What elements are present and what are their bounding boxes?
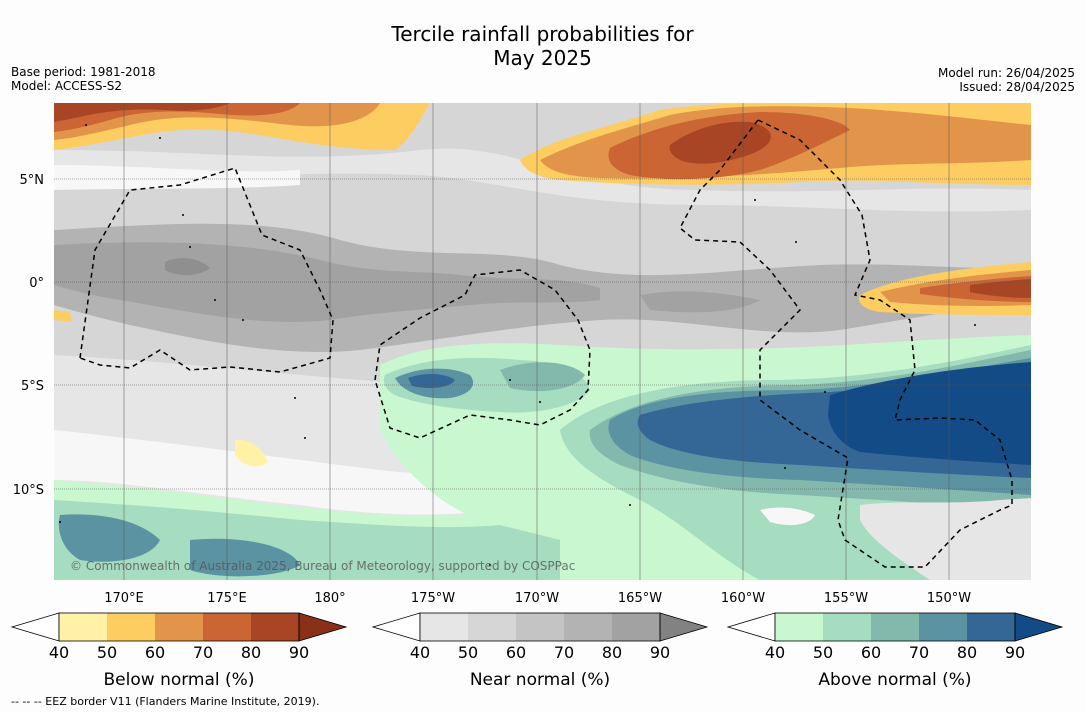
colorbar-above-normal: 40 50 60 70 80 90 Above normal (%) bbox=[726, 612, 1064, 690]
colorbar-title: Below normal (%) bbox=[104, 670, 255, 690]
colorbar-segment bbox=[967, 613, 1015, 641]
colorbar-tick: 50 bbox=[97, 643, 117, 662]
model-name: Model: ACCESS-S2 bbox=[11, 79, 123, 93]
lon-axis: 170°E 175°E 180° 175°W 170°W 165°W 160°W… bbox=[104, 591, 971, 606]
colorbar-frame bbox=[419, 612, 661, 642]
lon-label: 175°W bbox=[411, 591, 455, 606]
colorbar-segment bbox=[203, 613, 251, 641]
colorbar-tick: 50 bbox=[458, 643, 478, 662]
colorbar-frame bbox=[774, 612, 1016, 642]
colorbar-segment bbox=[871, 613, 919, 641]
above-normal-70-south bbox=[190, 538, 300, 577]
eez-borders bbox=[79, 119, 1013, 568]
colorbar-below-normal: 40 50 60 70 80 90 Below normal (%) bbox=[10, 612, 348, 690]
colorbar-tick: 80 bbox=[602, 643, 622, 662]
colorbar-segment bbox=[612, 613, 660, 641]
below-normal-80-ne bbox=[669, 121, 771, 164]
title-line-2: May 2025 bbox=[493, 46, 592, 70]
colorbar-max-arrow bbox=[1014, 612, 1064, 642]
colorbar-tick: 70 bbox=[909, 643, 929, 662]
colorbar-title: Above normal (%) bbox=[818, 670, 971, 690]
lon-label: 155°W bbox=[824, 591, 868, 606]
lon-gridlines bbox=[123, 103, 950, 580]
lat-label: 10°S bbox=[13, 483, 44, 498]
copyright-notice: © Commonwealth of Australia 2025, Bureau… bbox=[70, 559, 575, 573]
colorbar-tick: 60 bbox=[861, 643, 881, 662]
colorbar-segment bbox=[420, 613, 468, 641]
title-line-1: Tercile rainfall probabilities for bbox=[391, 22, 694, 46]
lon-label: 180° bbox=[314, 591, 345, 606]
colorbar-near-normal: 40 50 60 70 80 90 Near normal (%) bbox=[371, 612, 709, 690]
above-normal-90-east bbox=[828, 362, 1031, 465]
lat-axis: 5°N 0° 5°S 10°S bbox=[13, 173, 44, 498]
lon-label: 170°W bbox=[515, 591, 559, 606]
colorbar-segment bbox=[823, 613, 871, 641]
colorbar-tick: 70 bbox=[554, 643, 574, 662]
colorbar-min-arrow bbox=[371, 612, 421, 642]
colorbar-tick: 80 bbox=[241, 643, 261, 662]
colorbar-frame bbox=[58, 612, 300, 642]
lon-label: 165°W bbox=[618, 591, 662, 606]
lat-label: 5°S bbox=[21, 379, 44, 394]
above-normal-60-central bbox=[500, 362, 585, 392]
lon-label: 160°W bbox=[721, 591, 765, 606]
meta-left: Base period: 1981-2018 Model: ACCESS-S2 bbox=[11, 65, 156, 93]
colorbar-tick: 90 bbox=[1005, 643, 1025, 662]
colorbar-segment bbox=[155, 613, 203, 641]
colorbar-tick: 60 bbox=[506, 643, 526, 662]
above-normal-80-central bbox=[408, 374, 455, 388]
eez-legend-note: -- -- -- EEZ border V11 (Flanders Marine… bbox=[11, 695, 320, 708]
map-figure: © Commonwealth of Australia 2025, Bureau… bbox=[10, 103, 1064, 690]
above-normal-50-south bbox=[54, 500, 560, 580]
colorbar-segment bbox=[107, 613, 155, 641]
colorbar-segment bbox=[251, 613, 299, 641]
colorbar-segment bbox=[59, 613, 107, 641]
below-normal-80-east bbox=[970, 279, 1031, 298]
colorbar-tick: 90 bbox=[650, 643, 670, 662]
colorbar-tick: 40 bbox=[765, 643, 785, 662]
below-normal-50-west bbox=[54, 310, 72, 322]
colorbar-segment bbox=[468, 613, 516, 641]
below-normal-80-nw bbox=[54, 103, 230, 122]
meta-right: Model run: 26/04/2025 Issued: 28/04/2025 bbox=[938, 66, 1075, 94]
near-normal-40-band-north bbox=[54, 148, 1031, 212]
model-run: Model run: 26/04/2025 bbox=[937, 66, 1075, 80]
colorbar-tick: 40 bbox=[49, 643, 69, 662]
colorbar-title: Near normal (%) bbox=[470, 670, 610, 690]
colorbar-segment bbox=[564, 613, 612, 641]
colorbar-segment bbox=[775, 613, 823, 641]
colorbar-tick: 90 bbox=[289, 643, 309, 662]
colorbar-max-arrow bbox=[659, 612, 709, 642]
colorbar-tick: 40 bbox=[410, 643, 430, 662]
colorbar-min-arrow bbox=[10, 612, 60, 642]
lat-label: 5°N bbox=[20, 173, 45, 188]
lat-label: 0° bbox=[29, 276, 44, 291]
colorbar-tick: 80 bbox=[957, 643, 977, 662]
above-normal-70-sw bbox=[58, 514, 160, 562]
islands bbox=[59, 124, 976, 566]
colorbar-tick: 70 bbox=[193, 643, 213, 662]
below-normal-40-patch bbox=[235, 439, 268, 467]
base-period: Base period: 1981-2018 bbox=[11, 65, 156, 79]
white-patch-se bbox=[760, 507, 815, 526]
colorbar-segment bbox=[919, 613, 967, 641]
colorbar-tick: 60 bbox=[145, 643, 165, 662]
lon-label: 175°E bbox=[207, 591, 247, 606]
near-normal-90-patch bbox=[165, 258, 210, 276]
white-region-south bbox=[54, 430, 540, 515]
lon-label: 150°W bbox=[927, 591, 971, 606]
issued-date: Issued: 28/04/2025 bbox=[959, 80, 1075, 94]
probability-map: © Commonwealth of Australia 2025, Bureau… bbox=[54, 103, 1031, 580]
lon-label: 170°E bbox=[104, 591, 144, 606]
chart-title: Tercile rainfall probabilities for May 2… bbox=[0, 22, 1085, 70]
colorbar-min-arrow bbox=[726, 612, 776, 642]
colorbar-segment bbox=[516, 613, 564, 641]
near-normal-40-se bbox=[860, 498, 1031, 580]
colorbar-tick: 50 bbox=[813, 643, 833, 662]
white-band-north bbox=[54, 165, 300, 190]
near-normal-80-patch-east bbox=[640, 291, 760, 313]
colorbar-max-arrow bbox=[298, 612, 348, 642]
